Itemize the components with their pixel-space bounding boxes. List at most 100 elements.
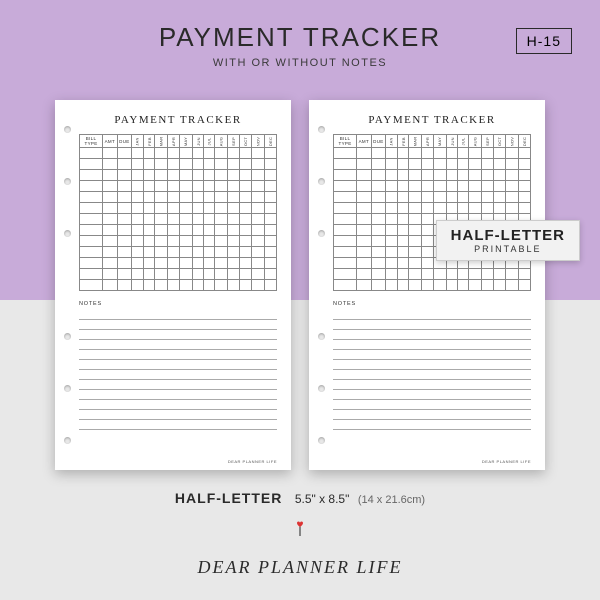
table-cell <box>334 269 357 280</box>
col-month: DEC <box>518 135 530 148</box>
table-cell <box>239 225 251 236</box>
note-line <box>79 360 277 370</box>
table-cell <box>397 225 409 236</box>
table-cell <box>143 225 155 236</box>
table-cell <box>80 148 103 159</box>
table-cell <box>204 181 215 192</box>
table-cell <box>493 148 505 159</box>
brand-text: DEAR PLANNER LIFE <box>198 557 403 577</box>
table-cell <box>180 258 192 269</box>
table-cell <box>357 203 372 214</box>
table-cell <box>386 192 397 203</box>
table-cell <box>518 170 530 181</box>
table-cell <box>518 192 530 203</box>
table-cell <box>371 170 386 181</box>
table-cell <box>215 258 228 269</box>
page-title: PAYMENT TRACKER <box>79 114 277 126</box>
col-month: MAY <box>434 135 446 148</box>
table-cell <box>80 247 103 258</box>
table-cell <box>215 159 228 170</box>
table-cell <box>192 225 204 236</box>
table-cell <box>180 280 192 291</box>
table-cell <box>132 192 143 203</box>
table-cell <box>143 159 155 170</box>
table-cell <box>252 170 265 181</box>
table-cell <box>397 192 409 203</box>
table-cell <box>168 148 180 159</box>
table-cell <box>409 225 422 236</box>
table-cell <box>180 225 192 236</box>
note-line <box>333 340 531 350</box>
table-cell <box>357 192 372 203</box>
table-cell <box>117 236 132 247</box>
table-cell <box>469 269 482 280</box>
table-row <box>80 258 277 269</box>
table-cell <box>180 192 192 203</box>
table-row <box>334 181 531 192</box>
table-cell <box>117 148 132 159</box>
table-cell <box>458 170 469 181</box>
table-cell <box>434 148 446 159</box>
table-cell <box>386 236 397 247</box>
col-month: SEP <box>227 135 239 148</box>
table-cell <box>357 148 372 159</box>
table-row <box>80 280 277 291</box>
table-cell <box>422 247 434 258</box>
binder-hole <box>318 178 325 185</box>
table-cell <box>264 148 276 159</box>
table-cell <box>103 192 118 203</box>
table-cell <box>264 225 276 236</box>
table-cell <box>227 236 239 247</box>
col-month: NOV <box>506 135 519 148</box>
table-cell <box>204 280 215 291</box>
table-cell <box>264 192 276 203</box>
table-cell <box>386 181 397 192</box>
notes-lines <box>79 310 277 430</box>
table-cell <box>168 280 180 291</box>
table-cell <box>518 203 530 214</box>
table-cell <box>506 280 519 291</box>
table-cell <box>132 203 143 214</box>
page-right: PAYMENT TRACKERBILL TYPEAMTDUEJANFEBMARA… <box>309 100 545 470</box>
table-cell <box>227 269 239 280</box>
table-cell <box>180 214 192 225</box>
table-cell <box>422 192 434 203</box>
table-cell <box>132 148 143 159</box>
table-cell <box>397 181 409 192</box>
table-cell <box>132 269 143 280</box>
table-cell <box>103 148 118 159</box>
table-cell <box>493 181 505 192</box>
table-cell <box>252 280 265 291</box>
table-cell <box>239 192 251 203</box>
table-cell <box>227 247 239 258</box>
table-cell <box>155 258 168 269</box>
table-cell <box>506 148 519 159</box>
table-cell <box>103 236 118 247</box>
note-line <box>79 370 277 380</box>
note-line <box>79 330 277 340</box>
table-cell <box>469 280 482 291</box>
binder-hole <box>64 178 71 185</box>
table-cell <box>143 203 155 214</box>
table-cell <box>386 214 397 225</box>
table-cell <box>264 236 276 247</box>
table-cell <box>357 170 372 181</box>
table-cell <box>192 214 204 225</box>
table-row <box>80 247 277 258</box>
table-cell <box>409 269 422 280</box>
col-month: OCT <box>239 135 251 148</box>
table-cell <box>422 159 434 170</box>
table-cell <box>143 258 155 269</box>
table-cell <box>334 170 357 181</box>
table-cell <box>117 170 132 181</box>
col-month: AUG <box>469 135 482 148</box>
table-cell <box>192 181 204 192</box>
table-cell <box>180 170 192 181</box>
table-cell <box>371 269 386 280</box>
table-cell <box>215 269 228 280</box>
size-label: HALF-LETTER <box>175 490 282 506</box>
table-cell <box>446 192 458 203</box>
col-header: AMT <box>357 135 372 148</box>
table-cell <box>506 170 519 181</box>
table-cell <box>132 214 143 225</box>
